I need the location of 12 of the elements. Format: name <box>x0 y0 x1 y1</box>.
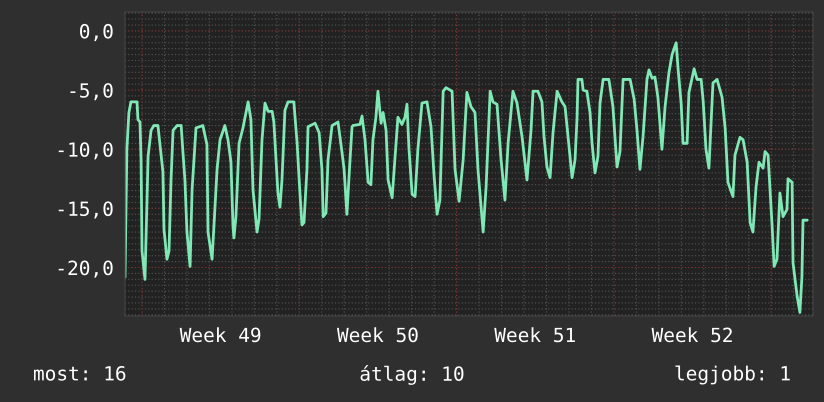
y-tick-label: -15,0 <box>58 201 113 219</box>
x-tick-label: Week 50 <box>336 327 418 342</box>
x-tick-label: Week 52 <box>652 327 732 342</box>
x-tick-label: Week 49 <box>180 327 260 342</box>
y-tick-label: 0,0 <box>80 24 113 42</box>
text: átlag: 10 <box>360 365 464 385</box>
y-tick-label: -5,0 <box>70 83 113 100</box>
x-tick-label: Week 51 <box>494 327 575 342</box>
text: most: 16 <box>34 366 126 381</box>
y-tick-label: -10,0 <box>58 142 113 160</box>
text: legjobb: 1 <box>675 365 790 385</box>
y-tick-label: -20,0 <box>58 260 113 278</box>
